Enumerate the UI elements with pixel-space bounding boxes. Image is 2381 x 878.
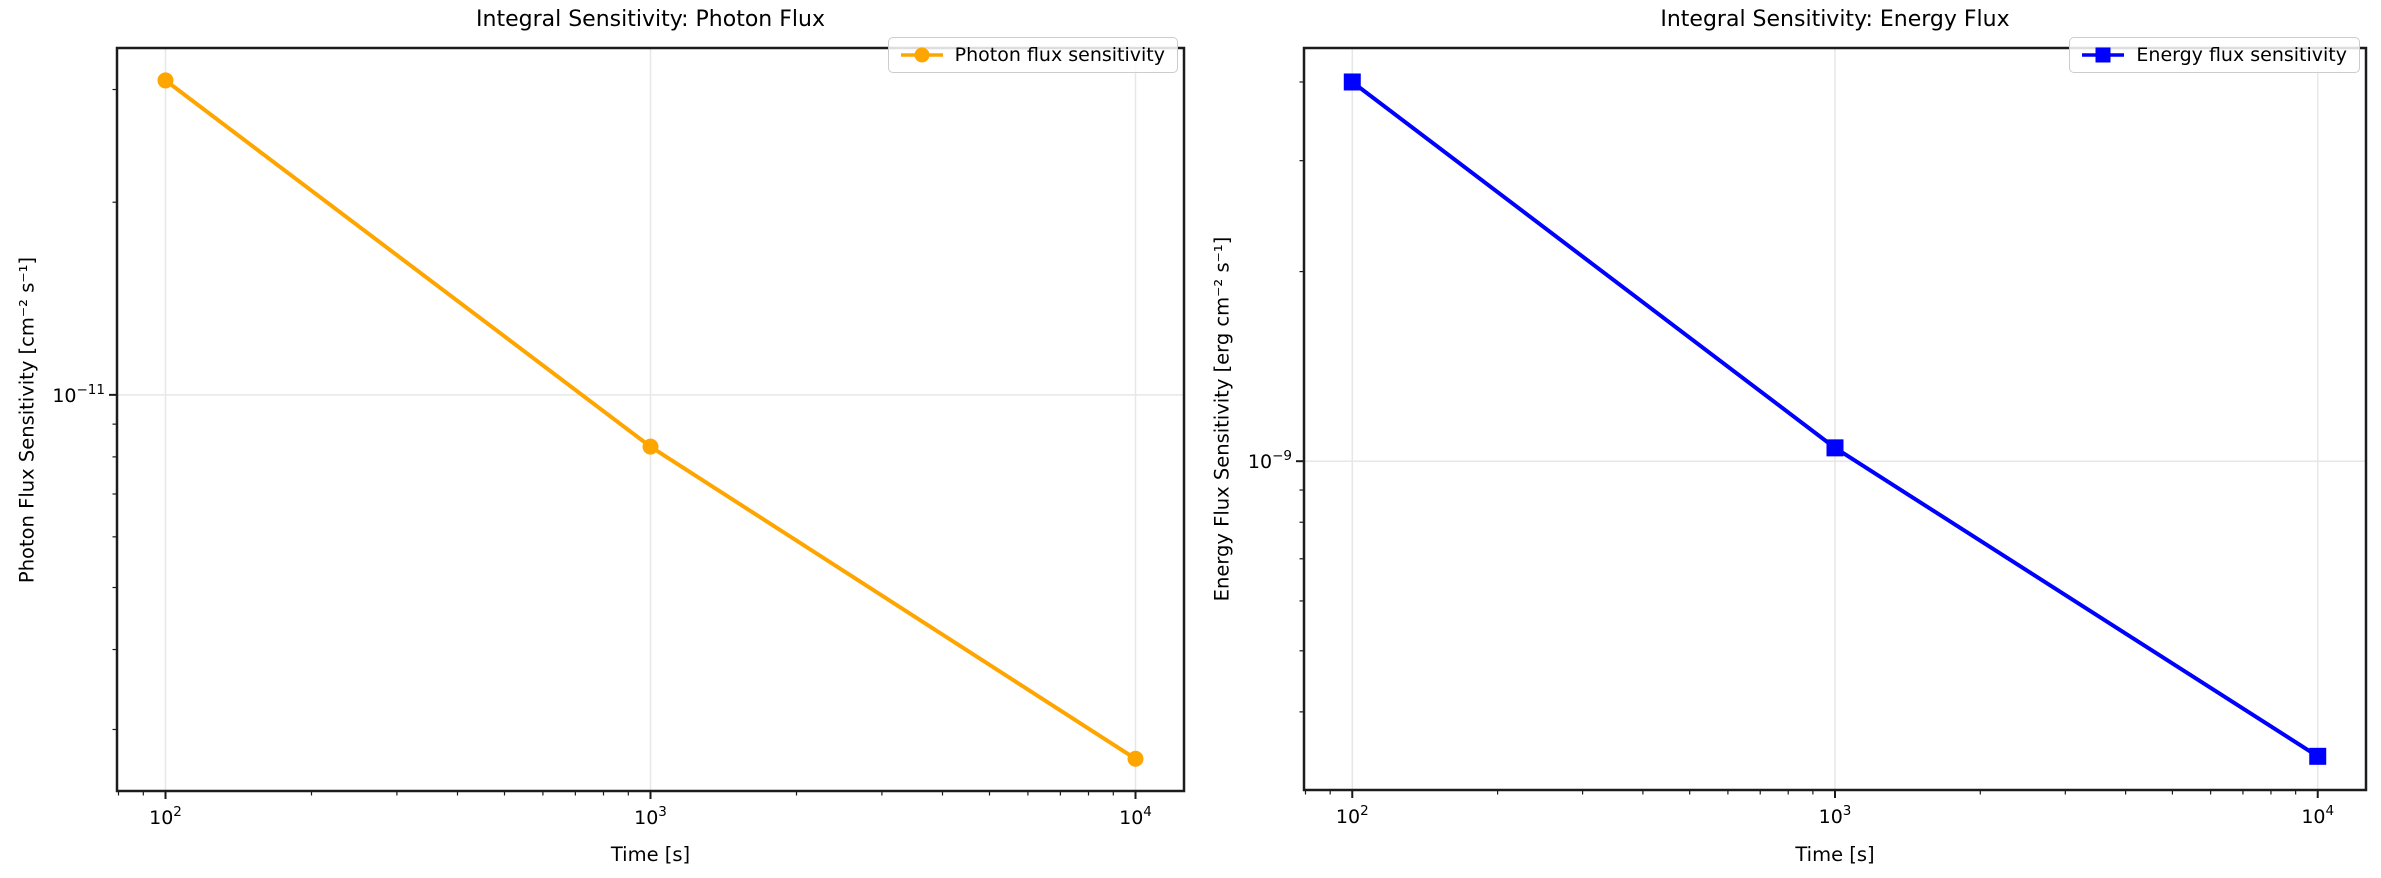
chart-title: Integral Sensitivity: Photon Flux xyxy=(476,7,825,32)
legend: Energy flux sensitivity xyxy=(2069,37,2360,73)
y-tick-label: 10−9 xyxy=(1248,448,1292,473)
axes-frame xyxy=(1302,46,2368,792)
legend: Photon flux sensitivity xyxy=(887,37,1178,73)
data-point xyxy=(1343,73,1361,91)
energy-flux-legend-marker-icon xyxy=(2082,47,2125,63)
data-point xyxy=(2309,747,2327,765)
data-point xyxy=(157,72,174,89)
grid xyxy=(117,48,1184,791)
energy-flux-chart: 102 103 104 10−9 Integral Sensitivity: Ener… xyxy=(1190,0,2381,878)
x-tick-label: 102 xyxy=(149,804,182,829)
data-point xyxy=(1127,750,1144,767)
x-tick-label: 104 xyxy=(2301,803,2334,828)
major-ticks xyxy=(1296,460,2319,798)
x-axis-label: Time [s] xyxy=(1795,843,1875,866)
legend-sample-circle xyxy=(914,47,930,63)
tick-labels: 102 103 104 10−11 xyxy=(52,382,1152,829)
legend-label: Energy flux sensitivity xyxy=(2136,44,2347,66)
y-tick-label: 10−11 xyxy=(52,382,105,407)
legend-label: Photon flux sensitivity xyxy=(954,44,1165,66)
energy-flux-plot-area: 102 103 104 10−9 xyxy=(1248,46,2368,828)
major-ticks xyxy=(109,393,1137,799)
y-axis-label: Photon Flux Sensitivity [cm⁻² s⁻¹] xyxy=(15,256,39,583)
legend-sample-square xyxy=(2095,47,2111,63)
x-tick-label: 104 xyxy=(1119,804,1152,829)
photon-flux-chart: 102 103 104 10−11 Integral Sensitivity: Pho… xyxy=(0,0,1190,878)
minor-ticks xyxy=(112,88,1114,796)
data-point xyxy=(642,438,659,455)
x-tick-label: 103 xyxy=(634,804,667,829)
data-point xyxy=(1826,439,1844,457)
chart-title: Integral Sensitivity: Energy Flux xyxy=(1660,7,2010,32)
y-axis-label: Energy Flux Sensitivity [erg cm⁻² s⁻¹] xyxy=(1210,236,1234,602)
grid xyxy=(1304,48,2366,790)
x-axis-label: Time [s] xyxy=(610,843,691,866)
tick-labels: 102 103 104 10−9 xyxy=(1248,448,2334,828)
photon-flux-legend-marker-icon xyxy=(900,47,943,63)
photon-flux-plot-area: 102 103 104 10−11 xyxy=(52,46,1186,829)
axes-frame xyxy=(115,46,1186,793)
minor-ticks xyxy=(1299,81,2297,795)
x-tick-label: 102 xyxy=(1336,803,1369,828)
x-tick-label: 103 xyxy=(1819,803,1852,828)
